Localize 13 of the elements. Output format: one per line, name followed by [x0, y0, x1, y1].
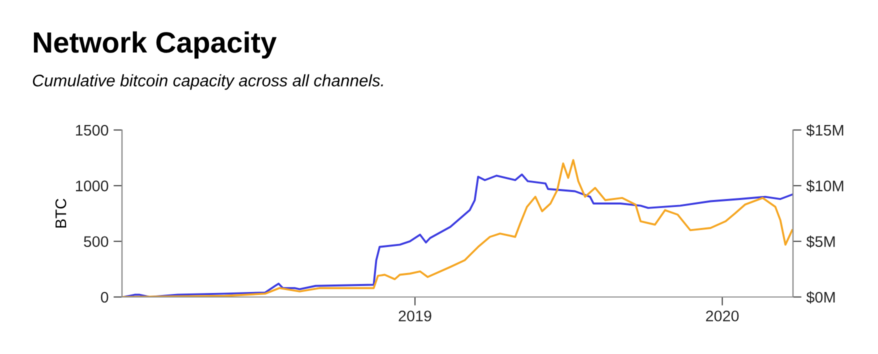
- y2-tick-label: $10M: [806, 180, 844, 192]
- x-tick-label: 2019: [398, 310, 432, 322]
- y2-tick-label: $5M: [806, 236, 835, 248]
- y-axis-title: BTC: [55, 198, 66, 228]
- y2-tick-label: $0M: [806, 291, 835, 304]
- y-tick-label: 500: [84, 236, 108, 248]
- y-tick-label: 1000: [76, 180, 108, 192]
- y2-tick-label: $15M: [806, 124, 844, 137]
- y-tick-label: 0: [100, 292, 108, 303]
- chart-title: Network Capacity: [34, 31, 277, 59]
- chart-subtitle: Cumulative bitcoin capacity across all channels.: [32, 74, 383, 90]
- x-tick-label: 2020: [706, 310, 739, 322]
- y-tick-label: 1500: [76, 124, 108, 136]
